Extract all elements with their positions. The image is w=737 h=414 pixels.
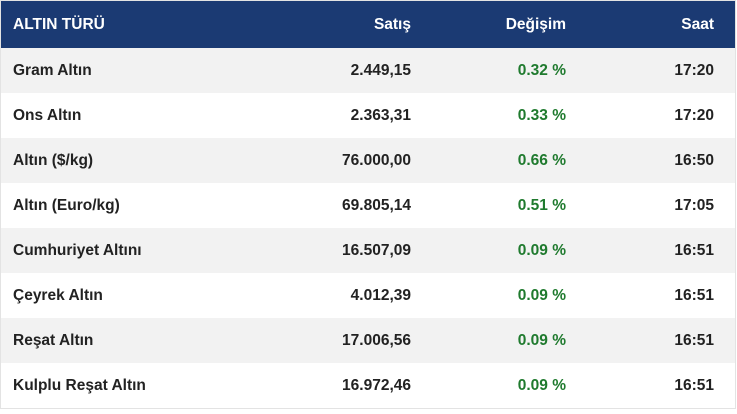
row-sell: 2.363,31 <box>350 106 411 124</box>
row-change: 0.09 % <box>517 376 566 394</box>
header-time: Saat <box>681 15 714 33</box>
row-change: 0.51 % <box>517 196 566 214</box>
table-row: Çeyrek Altın 4.012,39 0.09 % 16:51 <box>1 273 735 318</box>
header-sell: Satış <box>373 15 411 33</box>
row-time: 17:20 <box>674 61 714 79</box>
row-sell: 16.972,46 <box>342 376 411 394</box>
row-time: 17:05 <box>674 196 714 214</box>
row-change: 0.66 % <box>517 151 566 169</box>
row-gold-type: Altın ($/kg) <box>13 151 94 169</box>
header-change: Değişim <box>505 15 566 33</box>
row-sell: 69.805,14 <box>342 196 411 214</box>
table-row: Kulplu Reşat Altın 16.972,46 0.09 % 16:5… <box>1 363 735 408</box>
row-sell: 4.012,39 <box>350 286 411 304</box>
row-gold-type: Altın (Euro/kg) <box>13 196 120 214</box>
row-gold-type: Kulplu Reşat Altın <box>13 376 146 394</box>
header-gold-type: ALTIN TÜRÜ <box>13 15 105 33</box>
table-row: Ons Altın 2.363,31 0.33 % 17:20 <box>1 93 735 138</box>
table-row: Altın ($/kg) 76.000,00 0.66 % 16:50 <box>1 138 735 183</box>
table-row: Gram Altın 2.449,15 0.32 % 17:20 <box>1 48 735 93</box>
row-change: 0.09 % <box>517 331 566 349</box>
row-change: 0.09 % <box>517 241 566 259</box>
row-change: 0.33 % <box>517 106 566 124</box>
row-time: 16:51 <box>674 376 714 394</box>
row-sell: 2.449,15 <box>350 61 411 79</box>
row-time: 16:51 <box>674 286 714 304</box>
row-sell: 16.507,09 <box>342 241 411 259</box>
row-gold-type: Ons Altın <box>13 106 82 124</box>
table-row: Altın (Euro/kg) 69.805,14 0.51 % 17:05 <box>1 183 735 228</box>
row-gold-type: Gram Altın <box>13 61 92 79</box>
table-header: ALTIN TÜRÜ Satış Değişim Saat <box>1 1 735 48</box>
table-row: Reşat Altın 17.006,56 0.09 % 16:51 <box>1 318 735 363</box>
table-row: Cumhuriyet Altını 16.507,09 0.09 % 16:51 <box>1 228 735 273</box>
row-time: 16:50 <box>674 151 714 169</box>
row-change: 0.09 % <box>517 286 566 304</box>
table-body: Gram Altın 2.449,15 0.32 % 17:20 Ons Alt… <box>1 48 735 408</box>
row-time: 17:20 <box>674 106 714 124</box>
row-gold-type: Cumhuriyet Altını <box>13 241 142 259</box>
row-gold-type: Çeyrek Altın <box>13 286 103 304</box>
row-time: 16:51 <box>674 331 714 349</box>
row-sell: 17.006,56 <box>342 331 411 349</box>
row-gold-type: Reşat Altın <box>13 331 94 349</box>
row-change: 0.32 % <box>517 61 566 79</box>
row-sell: 76.000,00 <box>342 151 411 169</box>
row-time: 16:51 <box>674 241 714 259</box>
